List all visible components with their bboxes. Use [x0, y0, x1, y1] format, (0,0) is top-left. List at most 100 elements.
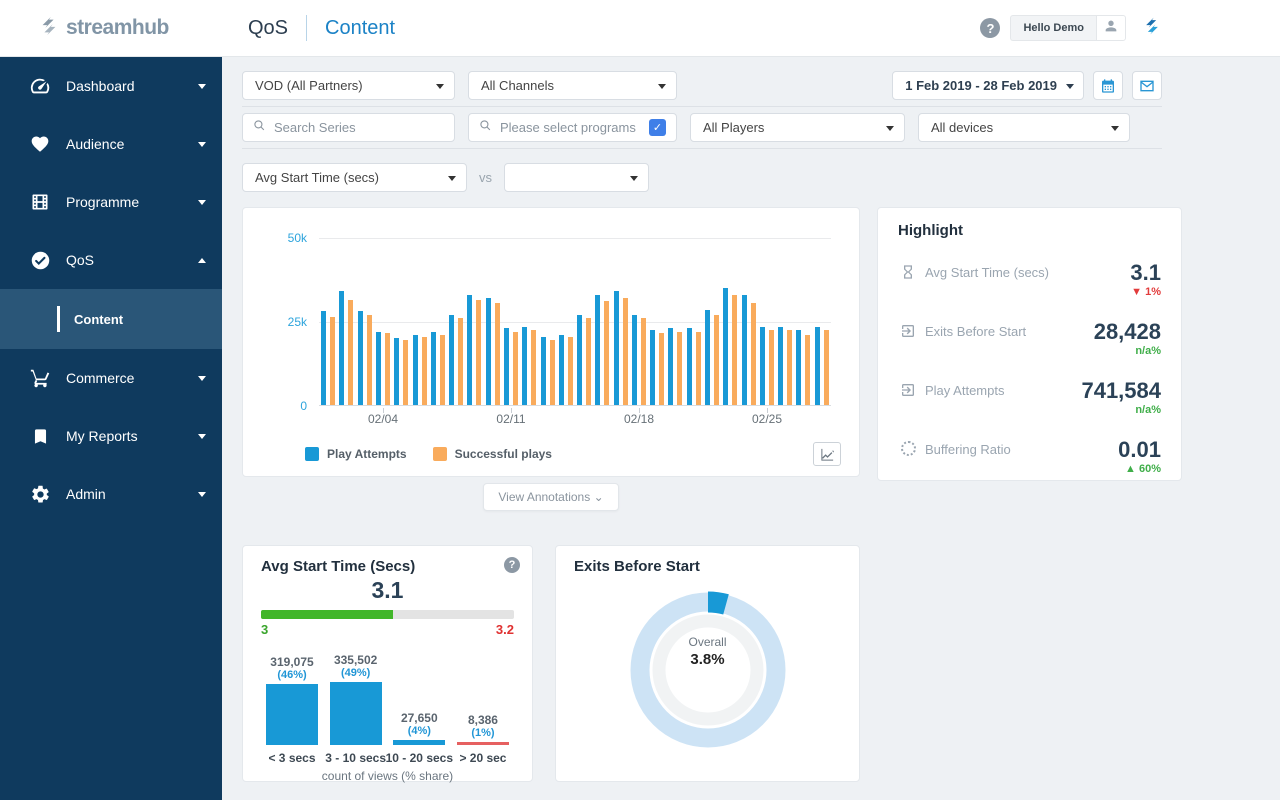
help-icon[interactable]: ?: [980, 18, 1001, 38]
programs-input[interactable]: [500, 120, 649, 135]
sidebar-item-qos[interactable]: QoS: [0, 231, 222, 289]
bar-group: [739, 238, 757, 405]
mini-bar-share: (1%): [471, 727, 495, 739]
mini-chart-caption: count of views (% share): [321, 769, 454, 783]
breadcrumb-divider: [306, 15, 308, 41]
mini-bar-label: < 3 secs: [268, 751, 316, 765]
bar-group: [319, 238, 337, 405]
bar: [540, 336, 546, 405]
bar-group: [776, 238, 794, 405]
bar-group: [557, 238, 575, 405]
date-range-picker[interactable]: 1 Feb 2019 - 28 Feb 2019: [892, 71, 1084, 100]
primary-metric-select[interactable]: Avg Start Time (secs): [242, 163, 467, 192]
bar-group: [721, 238, 739, 405]
bar-group: [447, 238, 465, 405]
view-annotations-label: View Annotations: [498, 490, 591, 504]
mini-bar-share: (46%): [277, 669, 307, 681]
view-annotations-button[interactable]: View Annotations ⌄: [483, 483, 619, 511]
players-select[interactable]: All Players: [690, 113, 905, 142]
sidebar-item-admin[interactable]: Admin: [0, 465, 222, 523]
metric-value: 0.01: [1118, 437, 1161, 462]
bar: [522, 326, 528, 405]
legend-swatch: [305, 447, 319, 461]
sidebar-item-label: Dashboard: [66, 78, 135, 94]
partner-select[interactable]: VOD (All Partners): [242, 71, 455, 100]
bar-group: [484, 238, 502, 405]
qos-chart-plot: [319, 238, 831, 406]
top-header: streamhub QoS Content ? Hello Demo: [0, 0, 1280, 57]
bar: [467, 294, 473, 405]
mini-bar-count: 8,386: [467, 713, 498, 727]
card-title: Exits Before Start: [574, 558, 700, 575]
buffering-icon: [898, 441, 918, 456]
mini-chart-column: 335,502 (49%) 3 - 10 secs: [325, 653, 387, 765]
bar: [449, 314, 455, 405]
highlight-row-avg-start-time: Avg Start Time (secs) 3.1 ▼ 1%: [898, 262, 1161, 298]
x-axis-label: 02/04: [367, 412, 399, 426]
bar: [330, 316, 336, 405]
chart-type-toggle-button[interactable]: [813, 442, 841, 466]
metric-value: 3.1: [1130, 260, 1161, 285]
highlight-row-exits-before-start: Exits Before Start 28,428 n/a%: [898, 321, 1161, 357]
programs-box: ✓: [468, 113, 677, 142]
bar: [375, 331, 381, 405]
x-axis-tick: [383, 408, 384, 413]
search-series-input[interactable]: [274, 120, 444, 135]
sidebar-item-my-reports[interactable]: My Reports: [0, 407, 222, 465]
bar: [823, 329, 829, 405]
user-menu-button[interactable]: [1096, 15, 1126, 41]
brand-name: streamhub: [66, 16, 169, 39]
highlight-row-play-attempts: Play Attempts 741,584 n/a%: [898, 380, 1161, 416]
bar: [595, 294, 601, 405]
greeting-button[interactable]: Hello Demo: [1010, 15, 1096, 41]
sidebar-item-qos-content[interactable]: Content: [0, 289, 222, 349]
sidebar-item-label: Audience: [66, 136, 125, 152]
help-icon[interactable]: ?: [504, 557, 520, 573]
sidebar-item-programme[interactable]: Programme: [0, 173, 222, 231]
bar: [512, 331, 518, 405]
x-axis-label: 02/11: [496, 412, 526, 426]
bar: [659, 333, 665, 405]
card-title: Avg Start Time (Secs): [261, 558, 416, 575]
bar: [705, 309, 711, 405]
bar-group: [538, 238, 556, 405]
sidebar-item-commerce[interactable]: Commerce: [0, 349, 222, 407]
metric-label: Exits Before Start: [925, 324, 1027, 339]
sidebar-item-audience[interactable]: Audience: [0, 115, 222, 173]
bar: [613, 291, 619, 405]
mini-chart-column: 8,386 (1%) > 20 sec: [452, 653, 514, 765]
exits-donut-chart: Overall 3.8%: [623, 585, 793, 755]
secondary-metric-select[interactable]: [504, 163, 649, 192]
programs-checkbox[interactable]: ✓: [649, 119, 666, 136]
chevron-up-icon: [198, 257, 206, 263]
bar: [732, 294, 738, 405]
legend-successful-plays[interactable]: Successful plays: [432, 447, 552, 461]
bar: [604, 301, 610, 405]
calendar-icon: [1102, 78, 1114, 93]
date-range-value: 1 Feb 2019 - 28 Feb 2019: [905, 78, 1057, 93]
brand-logo[interactable]: streamhub: [0, 14, 222, 43]
legend-play-attempts[interactable]: Play Attempts: [305, 447, 407, 461]
devices-select[interactable]: All devices: [918, 113, 1130, 142]
metric-label: Play Attempts: [925, 383, 1005, 398]
channels-select[interactable]: All Channels: [468, 71, 677, 100]
email-button[interactable]: [1132, 71, 1162, 100]
avg-start-gauge: [261, 610, 514, 619]
bar: [531, 329, 537, 405]
streamhub-mark-icon: [1142, 15, 1162, 42]
mini-bar-label: 3 - 10 secs: [325, 751, 387, 765]
gauge-icon: [28, 75, 52, 97]
sidebar: Dashboard Audience Programme QoS Content…: [0, 57, 222, 800]
hourglass-icon: [898, 264, 918, 280]
bar: [366, 314, 372, 405]
y-axis-tick: 0: [300, 399, 307, 413]
bar-group: [630, 238, 648, 405]
bar-group: [813, 238, 831, 405]
search-icon: [479, 119, 492, 137]
calendar-button[interactable]: [1093, 71, 1123, 100]
check-circle-icon: [28, 250, 52, 271]
qos-chart-xaxis: 02/04 02/11 02/18 02/25: [319, 408, 831, 428]
sidebar-item-dashboard[interactable]: Dashboard: [0, 57, 222, 115]
y-axis-tick: 50k: [287, 231, 307, 245]
mini-chart-column: 27,650 (4%) 10 - 20 secs: [386, 653, 453, 765]
